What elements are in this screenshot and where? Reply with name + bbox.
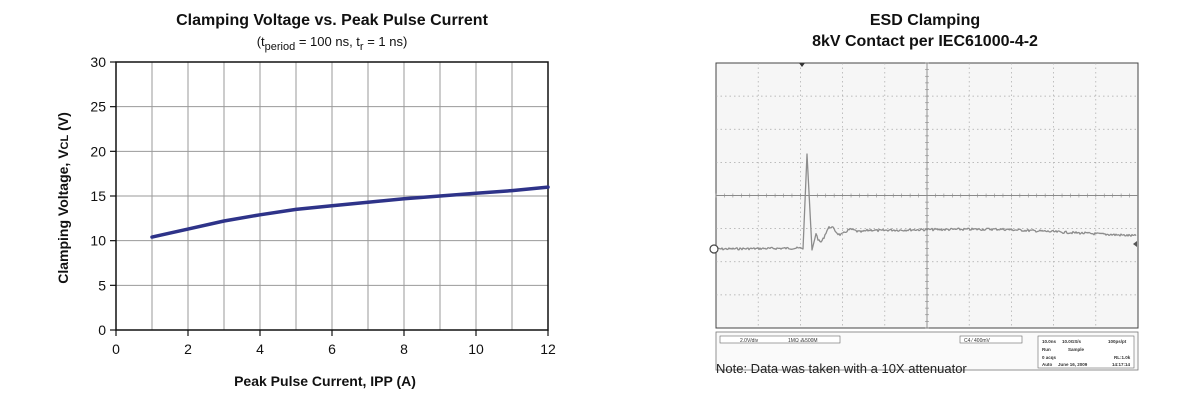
y-tick-label: 20: [90, 143, 106, 159]
acquisition-info-box: [1037, 335, 1135, 369]
left-chart-x-axis-label: Peak Pulse Current, IPP (A): [234, 373, 416, 389]
date-readout: June 16, 2009: [1058, 362, 1088, 367]
right-chart-subtitle: 8kV Contact per IEC61000-4-2: [812, 33, 1038, 50]
trigger-level-marker: [1133, 241, 1137, 247]
left-chart-grid: [116, 62, 548, 330]
left-chart-title: Clamping Voltage vs. Peak Pulse Current: [176, 12, 488, 29]
y-tick-label: 5: [98, 277, 106, 293]
left-chart-y-axis-label: Clamping Voltage, VCL (V): [55, 112, 71, 284]
attenuator-note: Note: Data was taken with a 10X attenuat…: [716, 361, 967, 376]
scope-grid: [715, 62, 1138, 329]
left-chart-x-ticks: 0 2 4 6 8 10 12: [112, 330, 556, 357]
x-tick-label: 12: [540, 341, 556, 357]
clamping-voltage-line: [150, 185, 550, 239]
run-mode-readout: Run: [1042, 347, 1051, 352]
x-tick-label: 10: [468, 341, 484, 357]
y-tick-label: 10: [90, 233, 106, 249]
trigger-mode-readout: Auto: [1042, 362, 1052, 367]
x-tick-label: 6: [328, 341, 336, 357]
timebase-readout: 10.0ns: [1042, 339, 1057, 344]
sample-rate-readout: 10.0GS/s: [1062, 339, 1082, 344]
y-tick-label: 30: [90, 54, 106, 70]
coupling-readout: 1MΩ ⁂500M: [788, 338, 818, 344]
x-tick-label: 0: [112, 341, 120, 357]
acq-count-readout: 0 acqs: [1042, 355, 1057, 360]
ch1-readout-box: [719, 335, 841, 344]
left-chart-subtitle: (tperiod = 100 ns, tr = 1 ns): [257, 34, 408, 53]
x-tick-label: 8: [400, 341, 408, 357]
right-chart: ESD Clamping 8kV Contact per IEC61000-4-…: [709, 12, 1139, 376]
esd-clamping-waveform: [715, 153, 1137, 251]
channel-ground-marker: [709, 244, 719, 254]
x-tick-label: 2: [184, 341, 192, 357]
left-chart: Clamping Voltage vs. Peak Pulse Current …: [55, 12, 556, 389]
trigger-position-marker: [799, 63, 805, 67]
left-chart-y-ticks: 0 5 10 15 20 25 30: [90, 54, 116, 338]
time-readout: 14:17:14: [1112, 362, 1131, 367]
acq-type-readout: Sample: [1068, 347, 1085, 352]
ch1-scale-readout: 2.0V/div: [740, 338, 759, 344]
trigger-readout-box: [959, 335, 1023, 344]
right-chart-title: ESD Clamping: [870, 12, 980, 29]
record-length-readout: RL:1.0k: [1114, 355, 1131, 360]
x-tick-label: 4: [256, 341, 264, 357]
y-tick-label: 0: [98, 322, 106, 338]
y-tick-label: 25: [90, 99, 106, 115]
points-readout: 100ps/pt: [1108, 339, 1127, 344]
trigger-readout: C4 ⁄ 400mV: [964, 338, 991, 344]
y-tick-label: 15: [90, 188, 106, 204]
